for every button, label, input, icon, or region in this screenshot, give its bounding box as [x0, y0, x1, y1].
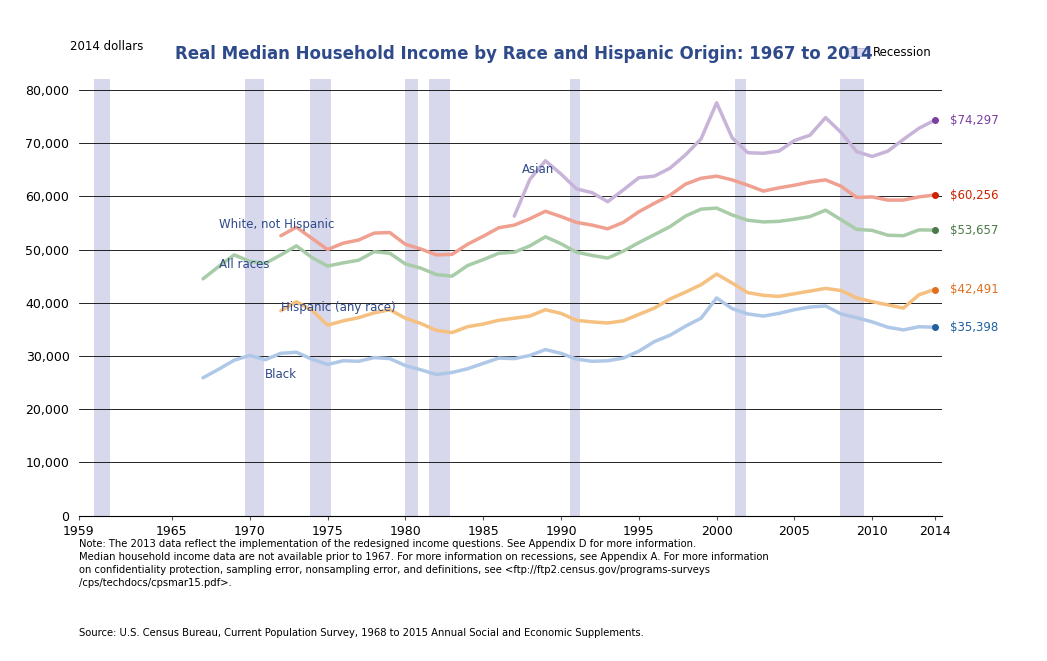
Bar [428, 79, 450, 516]
Bar [840, 79, 865, 516]
Text: $42,491: $42,491 [950, 283, 999, 296]
Text: $60,256: $60,256 [950, 188, 998, 202]
Bar [735, 79, 747, 516]
Legend: Recession: Recession [841, 42, 936, 64]
Bar [245, 79, 264, 516]
Text: Asian: Asian [522, 163, 554, 176]
Text: $35,398: $35,398 [950, 321, 998, 334]
Text: Hispanic (any race): Hispanic (any race) [281, 301, 396, 313]
Text: 2014 dollars: 2014 dollars [70, 40, 143, 53]
Bar [571, 79, 580, 516]
Text: Black: Black [265, 368, 297, 381]
Bar [94, 79, 110, 516]
Text: $53,657: $53,657 [950, 223, 998, 237]
Text: Note: The 2013 data reflect the implementation of the redesigned income question: Note: The 2013 data reflect the implemen… [79, 539, 768, 588]
Bar [405, 79, 418, 516]
Text: Real Median Household Income by Race and Hispanic Origin: 1967 to 2014: Real Median Household Income by Race and… [175, 45, 872, 63]
Text: $74,297: $74,297 [950, 114, 999, 127]
Text: Source: U.S. Census Bureau, Current Population Survey, 1968 to 2015 Annual Socia: Source: U.S. Census Bureau, Current Popu… [79, 628, 644, 638]
Text: All races: All races [219, 258, 269, 271]
Text: White, not Hispanic: White, not Hispanic [219, 217, 334, 231]
Bar [310, 79, 331, 516]
